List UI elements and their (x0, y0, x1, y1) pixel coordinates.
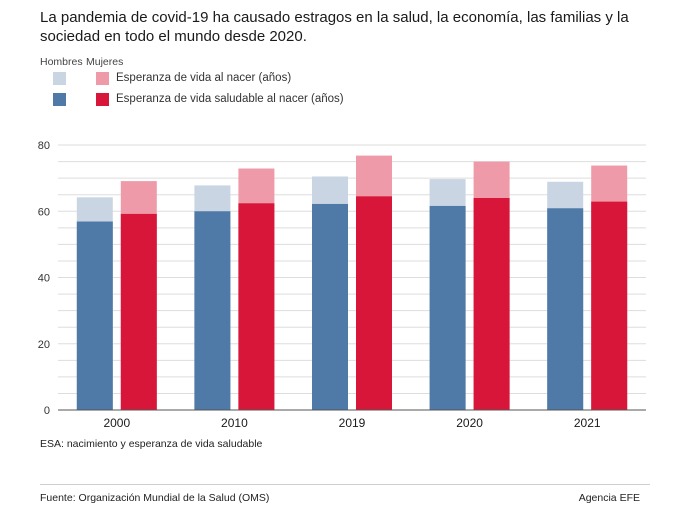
bar-women-healthy-life-expectancy (238, 203, 275, 410)
bar-men-healthy-life-expectancy (76, 221, 113, 410)
legend-label-life: Esperanza de vida al nacer (años) (116, 72, 292, 84)
legend-header-women: Mujeres (86, 56, 124, 68)
bar-men-healthy-life-expectancy (547, 208, 584, 410)
bar-men-healthy-life-expectancy (429, 205, 466, 410)
y-tick-label: 60 (38, 206, 50, 218)
bar-women-healthy-life-expectancy (356, 196, 392, 410)
x-tick-label: 2020 (456, 416, 483, 430)
y-tick-label: 40 (38, 273, 50, 285)
axes: 0 20 40 60 80 2000 2010 2019 2020 2021 (38, 140, 646, 430)
x-tick-label: 2000 (103, 416, 130, 430)
divider (40, 484, 650, 485)
source-credit: Fuente: Organización Mundial de la Salud… (40, 492, 270, 504)
legend-swatch-women-life (96, 72, 109, 85)
chart-title: La pandemia de covid-19 ha causado estra… (40, 9, 629, 45)
legend-swatch-men-life (53, 72, 66, 85)
legend-swatch-men-healthy (53, 93, 66, 106)
y-tick-label: 80 (38, 140, 50, 152)
x-tick-label: 2019 (339, 416, 366, 430)
agency-credit: Agencia EFE (578, 492, 640, 504)
legend-swatch-women-healthy (96, 93, 109, 106)
x-tick-label: 2021 (574, 416, 601, 430)
bar-women-healthy-life-expectancy (120, 213, 157, 410)
legend-header-men: Hombres (40, 56, 83, 68)
y-tick-label: 20 (38, 339, 50, 351)
bars (76, 155, 628, 410)
footnote: ESA: nacimiento y esperanza de vida salu… (40, 438, 263, 450)
y-tick-label: 0 (44, 405, 50, 417)
bar-men-healthy-life-expectancy (194, 211, 231, 410)
bar-women-healthy-life-expectancy (591, 201, 628, 410)
legend-label-healthy: Esperanza de vida saludable al nacer (añ… (116, 93, 344, 105)
bar-men-healthy-life-expectancy (312, 203, 348, 410)
bar-women-healthy-life-expectancy (473, 198, 510, 410)
x-tick-label: 2010 (221, 416, 248, 430)
